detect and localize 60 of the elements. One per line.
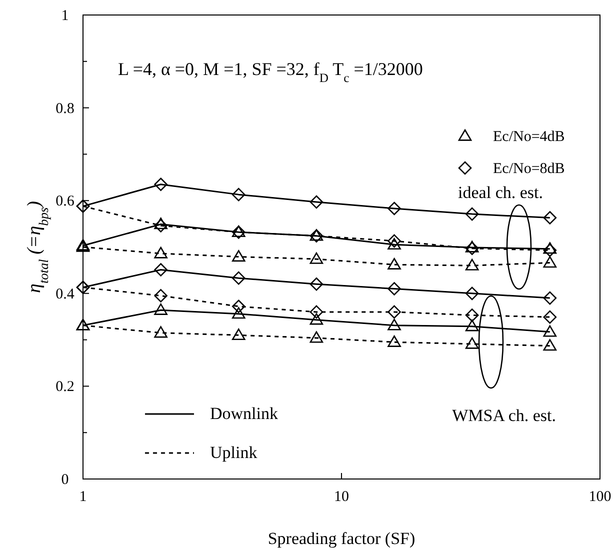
- point: [232, 300, 246, 314]
- x-tick-label: 1: [79, 489, 87, 505]
- point: [154, 263, 168, 276]
- point: [543, 291, 557, 305]
- y-tick-label: 0: [61, 472, 69, 488]
- y-tick-label: 0.6: [56, 194, 75, 210]
- point: [388, 202, 401, 216]
- annotation: Downlink: [210, 404, 278, 423]
- point: [543, 339, 557, 351]
- point: [388, 335, 401, 347]
- point: [154, 246, 168, 258]
- point: [543, 211, 557, 224]
- point: [154, 289, 168, 302]
- point: [154, 303, 168, 315]
- point: [465, 337, 479, 349]
- y-tick-label: 1: [61, 8, 69, 24]
- point: [310, 195, 324, 209]
- legend-label: Ec/No=4dB: [493, 129, 565, 145]
- point: [310, 277, 324, 291]
- point: [232, 188, 246, 202]
- y-tick-label: 0.8: [56, 100, 74, 117]
- point: [465, 286, 479, 300]
- point: [465, 207, 479, 221]
- legend-label: Ec/No=8dB: [493, 161, 565, 177]
- point: [388, 305, 401, 319]
- point: [388, 234, 401, 248]
- annotation: ideal ch. est.: [458, 183, 543, 202]
- annotation: Uplink: [210, 443, 258, 462]
- point: [543, 325, 557, 337]
- point: [310, 313, 324, 325]
- y-tick-label: 0.2: [56, 379, 74, 396]
- y-tick-label: 0.4: [56, 286, 75, 302]
- point: [310, 305, 324, 319]
- point: [154, 218, 168, 230]
- x-tick-label: 10: [334, 489, 349, 505]
- point: [232, 307, 246, 319]
- point: [388, 318, 401, 330]
- point: [465, 308, 479, 322]
- point: [388, 258, 401, 270]
- point: [465, 240, 479, 252]
- point: [465, 242, 479, 256]
- point: [465, 258, 479, 270]
- point: [154, 178, 168, 192]
- annotation: L =4, α =0, M =1, SF =32, f$_{D}$ T$_{c}$ =1/32000: [118, 59, 423, 85]
- point: [388, 282, 401, 296]
- point: [388, 238, 401, 250]
- x-tick-label: 100: [588, 489, 612, 505]
- point: [543, 242, 557, 254]
- point: [543, 310, 557, 324]
- point: [543, 256, 557, 268]
- point: [232, 271, 246, 285]
- annotation: WMSA ch. est.: [452, 406, 556, 425]
- point: [154, 326, 168, 338]
- point: [232, 328, 246, 340]
- point: [310, 331, 324, 343]
- point: [543, 244, 557, 257]
- point: [310, 252, 324, 264]
- point: [232, 250, 246, 262]
- x-axis-title: Spreading factor (SF): [268, 529, 416, 548]
- point: [465, 320, 479, 332]
